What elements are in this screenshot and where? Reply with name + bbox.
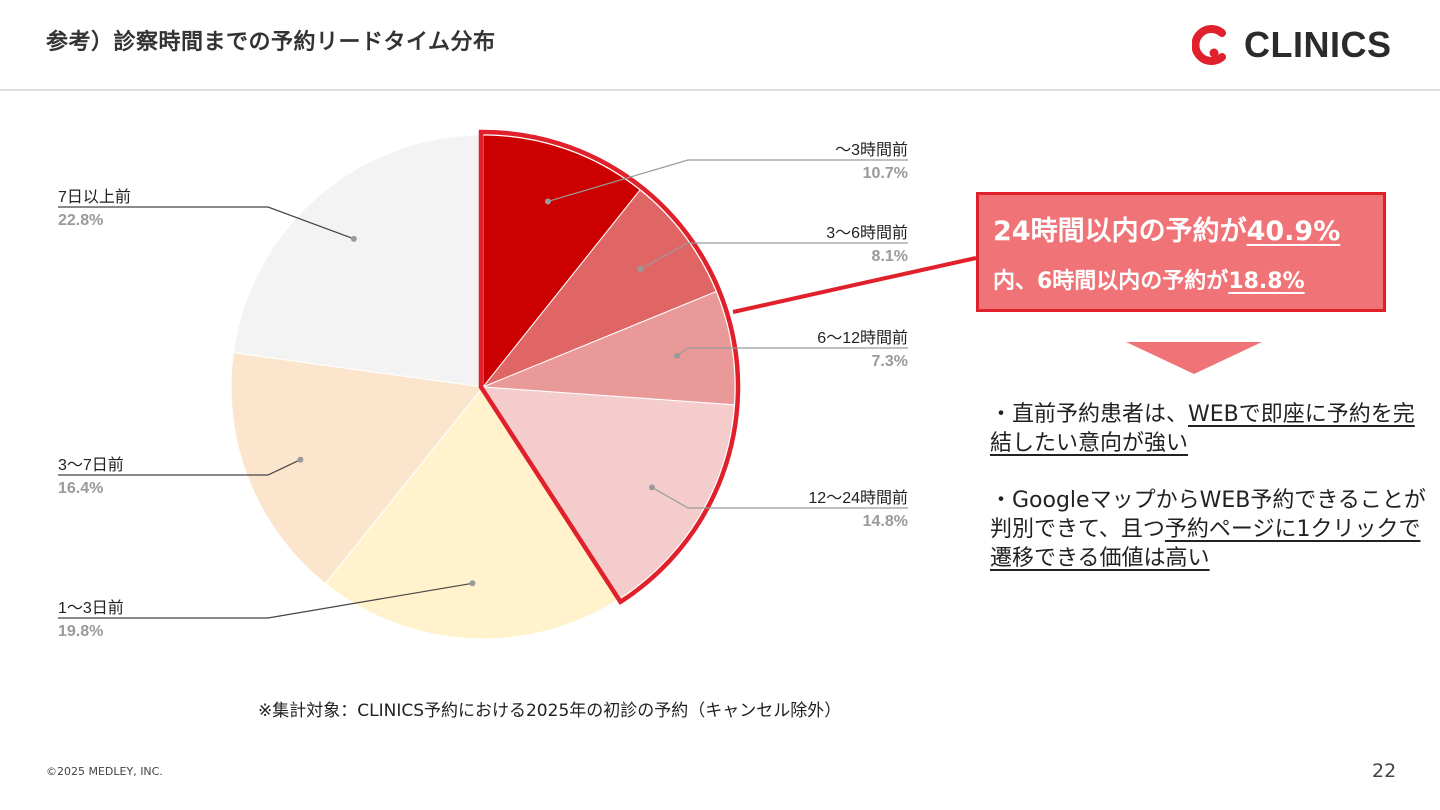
pie-slice-3: [482, 386, 735, 600]
bullet-1-prefix: ・直前予約患者は、: [990, 402, 1189, 427]
header-divider: [0, 89, 1440, 91]
leader-dot-3: [648, 484, 655, 491]
leader-line-5: [58, 459, 301, 476]
highlight-outline: [478, 129, 741, 605]
slice-value-5: 16.4%: [58, 480, 103, 497]
leader-dot-6: [350, 235, 357, 242]
pie-slice-2: [482, 290, 736, 406]
pie-slice-5: [230, 352, 484, 585]
pie-slice-1: [481, 189, 717, 389]
leader-line-2: [676, 347, 908, 357]
callout-box: 24時間以内の予約が40.9% 内、6時間以内の予約が18.8%: [976, 192, 1386, 312]
leader-line-3: [651, 486, 908, 509]
callout-line-2-prefix: 内、6時間以内の予約が: [993, 269, 1229, 294]
slice-label-3: 12〜24時間前: [808, 489, 908, 507]
leader-dot-0: [544, 198, 551, 205]
slice-label-2: 6〜12時間前: [817, 329, 908, 347]
pie-slice-0: [482, 134, 641, 389]
slice-value-1: 8.1%: [872, 248, 908, 265]
pie-slice-6: [232, 134, 484, 388]
clinics-logo-icon: [1192, 25, 1226, 65]
bullet-item-1: ・直前予約患者は、WEBで即座に予約を完結したい意向が強い: [990, 400, 1430, 458]
bullet-2-underlined: 予約ページに1クリックで遷移できる価値は高い: [990, 517, 1421, 571]
bullet-1-underlined: WEBで即座に予約を完結したい意向が強い: [990, 402, 1415, 456]
leader-dot-2: [674, 352, 681, 359]
down-arrow-icon: [1126, 342, 1262, 374]
callout-connector-line: [732, 256, 977, 314]
leader-dot-1: [637, 266, 644, 273]
slice-value-3: 14.8%: [863, 513, 908, 530]
callout-line-1-prefix: 24時間以内の予約が: [993, 216, 1247, 247]
leader-dot-4: [469, 580, 476, 587]
slice-value-0: 10.7%: [863, 165, 908, 182]
slice-label-1: 3〜6時間前: [826, 224, 908, 242]
slice-label-4: 1〜3日前: [58, 599, 124, 617]
logo-text: CLINICS: [1244, 24, 1392, 65]
copyright: ©2025 MEDLEY, INC.: [46, 765, 163, 778]
slice-value-2: 7.3%: [872, 353, 908, 370]
slice-label-5: 3〜7日前: [58, 456, 124, 474]
page-number: 22: [1372, 760, 1397, 782]
slide-title: 参考）診察時間までの予約リードタイム分布: [46, 30, 496, 55]
leader-line-0: [547, 159, 908, 203]
slice-label-6: 7日以上前: [58, 188, 131, 206]
callout-line-2: 内、6時間以内の予約が18.8%: [993, 263, 1305, 295]
callout-line-1-value: 40.9%: [1246, 216, 1341, 247]
callout-line-1: 24時間以内の予約が40.9%: [993, 209, 1340, 248]
leader-line-6: [58, 206, 355, 240]
bullet-2-prefix: ・GoogleマップからWEB予約できることが判別できて、且つ: [990, 488, 1426, 542]
leader-line-4: [58, 582, 473, 619]
slice-value-6: 22.8%: [58, 212, 103, 229]
slice-value-4: 19.8%: [58, 623, 103, 640]
clinics-logo: CLINICS: [1192, 22, 1392, 68]
callout-line-2-value: 18.8%: [1228, 269, 1305, 294]
slice-label-0: 〜3時間前: [835, 141, 908, 159]
bullet-item-2: ・GoogleマップからWEB予約できることが判別できて、且つ予約ページに1クリ…: [990, 486, 1430, 573]
leader-dot-5: [297, 456, 304, 463]
footnote: ※集計対象：CLINICS予約における2025年の初診の予約（キャンセル除外）: [258, 701, 842, 721]
leader-line-1: [640, 242, 908, 270]
